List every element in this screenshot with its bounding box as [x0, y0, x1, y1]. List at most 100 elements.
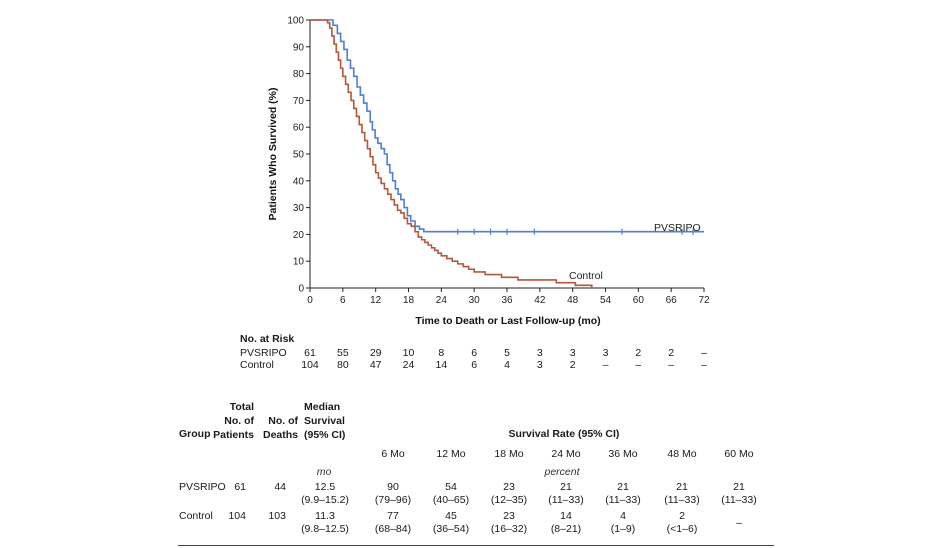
risk-count-pvsripo: 55: [336, 347, 349, 359]
x-tick-label: 42: [534, 295, 546, 306]
risk-count-control: 2: [569, 359, 576, 371]
row-rate: 14: [560, 510, 572, 522]
row-rate-ci: (<1–6): [666, 523, 698, 535]
month-header: 24 Mo: [551, 448, 581, 460]
risk-count-pvsripo: 6: [471, 347, 478, 359]
row-median-ci: (9.9–15.2): [301, 494, 349, 506]
risk-table-title: No. at Risk: [240, 333, 295, 345]
row-rate: 23: [503, 510, 515, 522]
hdr-survival-rate: Survival Rate (95% CI): [508, 428, 620, 440]
risk-count-control: –: [701, 359, 707, 371]
risk-group-control: Control: [240, 359, 274, 371]
series-line-pvsripo: [310, 19, 704, 233]
table-bottom-rule: [178, 545, 774, 546]
row-rate: –: [736, 517, 742, 529]
row-rate: 23: [503, 481, 515, 493]
row-rate-ci: (11–33): [664, 494, 700, 506]
risk-count-control: 14: [435, 359, 448, 371]
x-tick-label: 0: [307, 295, 313, 306]
row-rate: 21: [560, 481, 572, 493]
risk-count-pvsripo: 5: [504, 347, 510, 359]
row-rate-ci: (11–33): [548, 494, 584, 506]
month-header: 6 Mo: [381, 448, 405, 460]
hdr-median: Median Survival (95% CI): [304, 401, 346, 441]
row-rate: 90: [387, 481, 399, 493]
row-rate: 21: [733, 481, 745, 493]
y-tick-label: 60: [293, 123, 305, 134]
x-tick-label: 66: [666, 295, 678, 306]
risk-count-control: 3: [536, 359, 543, 371]
x-tick-label: 72: [698, 295, 710, 306]
row-rate: 4: [620, 510, 626, 522]
risk-count-pvsripo: 3: [602, 347, 609, 359]
row-rate-ci: (8–21): [550, 523, 582, 535]
row-deaths: 44: [274, 481, 286, 493]
hdr-total: Total No. of Patients: [213, 401, 254, 441]
row-rate-ci: (40–65): [432, 494, 470, 506]
y-tick-label: 90: [293, 42, 305, 53]
risk-count-control: 104: [301, 359, 319, 371]
row-rate: 21: [676, 481, 688, 493]
risk-count-pvsripo: 3: [536, 347, 543, 359]
x-tick-label: 24: [436, 295, 448, 306]
hdr-group: Group: [179, 428, 211, 440]
month-header: 48 Mo: [667, 448, 697, 460]
y-tick-label: 50: [293, 150, 305, 161]
risk-count-control: –: [635, 359, 642, 371]
x-tick-label: 30: [469, 295, 481, 306]
x-tick-label: 18: [403, 295, 415, 306]
risk-count-pvsripo: 3: [569, 347, 576, 359]
row-median: 11.3: [315, 510, 335, 522]
hdr-deaths: No. of Deaths: [262, 415, 298, 441]
row-rate-ci: (11–33): [605, 494, 641, 506]
y-tick-label: 40: [293, 176, 305, 187]
unit-median: mo: [316, 466, 332, 478]
row-median: 12.5: [314, 481, 336, 493]
row-rate-ci: (79–96): [374, 494, 412, 506]
y-axis-label: Patients Who Survived (%): [267, 87, 279, 220]
row-group: PVSRIPO: [179, 481, 226, 493]
month-header: 60 Mo: [724, 448, 754, 460]
x-tick-label: 60: [633, 295, 645, 306]
y-tick-label: 80: [293, 69, 305, 80]
x-tick-label: 6: [340, 295, 346, 306]
risk-count-control: 4: [504, 359, 510, 371]
y-tick-label: 100: [287, 16, 304, 27]
risk-count-pvsripo: 61: [304, 347, 316, 359]
row-rate-ci: (16–32): [490, 523, 528, 535]
risk-count-pvsripo: 29: [369, 347, 382, 359]
row-group: Control: [179, 510, 213, 522]
unit-rate: percent: [544, 466, 580, 478]
risk-count-control: 6: [471, 359, 478, 371]
series-line-control: [310, 19, 593, 288]
row-median-ci: (9.8–12.5): [301, 523, 349, 535]
risk-count-control: 47: [369, 359, 382, 371]
row-rate: 21: [617, 481, 629, 493]
row-rate-ci: (36–54): [432, 523, 470, 535]
month-header: 18 Mo: [494, 448, 524, 460]
risk-count-control: –: [602, 359, 609, 371]
risk-count-pvsripo: 2: [668, 347, 675, 359]
risk-count-control: 24: [402, 359, 415, 371]
month-header: 36 Mo: [608, 448, 638, 460]
x-tick-label: 36: [501, 295, 513, 306]
risk-group-pvsripo: PVSRIPO: [240, 347, 287, 359]
y-tick-label: 30: [293, 203, 305, 214]
x-axis-label: Time to Death or Last Follow-up (mo): [415, 315, 600, 327]
row-rate: 54: [445, 481, 457, 493]
row-total: 61: [234, 481, 246, 493]
risk-count-pvsripo: 10: [402, 347, 415, 359]
y-tick-label: 70: [293, 96, 305, 107]
y-tick-label: 20: [293, 230, 305, 241]
risk-count-pvsripo: –: [701, 347, 707, 359]
risk-count-control: 80: [336, 359, 349, 371]
row-rate-ci: (1–9): [610, 523, 636, 535]
row-rate-ci: (11–33): [721, 494, 757, 506]
survival-chart: 0 10 20 30 40 50 60 70 80 90 100 0 6 12 18 24 30 36 42 48 54…: [267, 16, 710, 328]
y-tick-label: 0: [298, 284, 304, 295]
y-tick-label: 10: [293, 257, 305, 268]
row-rate-ci: (12–35): [490, 494, 528, 506]
risk-count-pvsripo: 2: [635, 347, 642, 359]
series-label-pvsripo: PVSRIPO: [654, 222, 701, 234]
risk-count-pvsripo: 8: [438, 347, 445, 359]
